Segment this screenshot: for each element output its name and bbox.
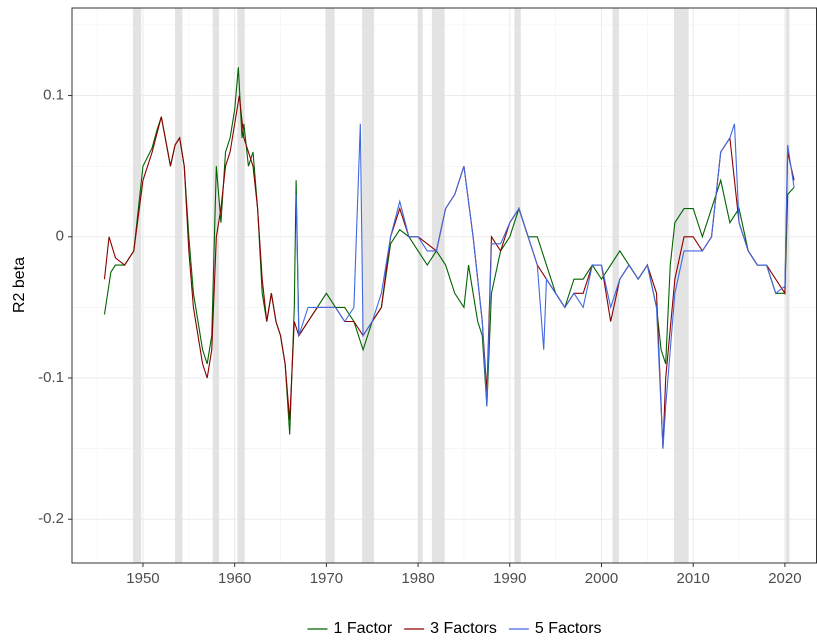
- x-tick-label: 1960: [218, 570, 251, 587]
- recession-shade: [325, 8, 335, 563]
- x-tick-label: 2020: [768, 570, 801, 587]
- x-tick-label: 1950: [126, 570, 159, 587]
- recession-shade: [418, 8, 423, 563]
- y-tick-label: -0.2: [38, 510, 64, 527]
- x-tick-label: 1970: [310, 570, 343, 587]
- y-axis-label: R2 beta: [11, 257, 28, 313]
- series-line: [103, 95, 795, 449]
- recession-shade: [785, 8, 790, 563]
- recession-shade: [132, 8, 142, 563]
- x-tick-label: 2010: [677, 570, 710, 587]
- series-line: [103, 67, 795, 435]
- recession-shade: [612, 8, 619, 563]
- legend-label: 5 Factors: [535, 620, 602, 637]
- series-line: [295, 123, 795, 449]
- x-tick-label: 1980: [401, 570, 434, 587]
- x-tick-label: 1990: [493, 570, 526, 587]
- recession-shade: [237, 8, 245, 563]
- recession-shade: [514, 8, 521, 563]
- recession-shade: [431, 8, 445, 563]
- recession-shade: [362, 8, 375, 563]
- y-tick-label: 0: [56, 228, 64, 245]
- y-tick-label: -0.1: [38, 369, 64, 386]
- recession-shade: [673, 8, 689, 563]
- legend-label: 3 Factors: [430, 620, 497, 637]
- legend-label: 1 Factor: [333, 620, 392, 637]
- x-tick-label: 2000: [585, 570, 618, 587]
- recession-shade: [175, 8, 183, 563]
- y-tick-label: 0.1: [43, 87, 64, 104]
- recession-shade: [212, 8, 220, 563]
